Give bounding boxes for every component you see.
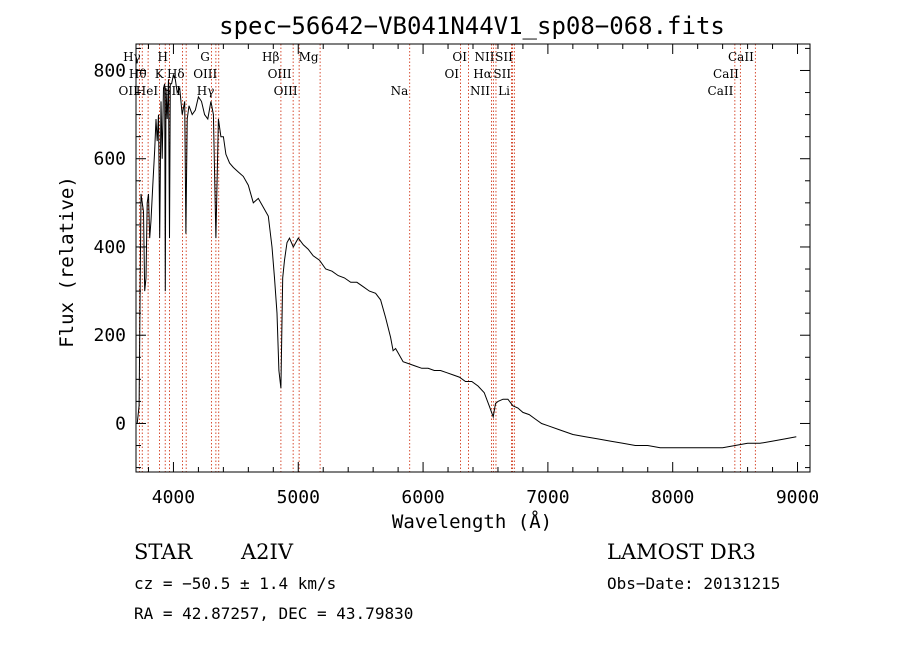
line-label-1: Hθ bbox=[129, 67, 147, 81]
observation-date: Obs−Date: 20131215 bbox=[607, 574, 780, 593]
y-tick-label-0: 0 bbox=[115, 413, 126, 434]
line-label-9: OIII bbox=[193, 67, 217, 81]
line-label-12: OIII bbox=[268, 67, 292, 81]
redshift-cz: cz = −50.5 ± 1.4 km/s bbox=[134, 574, 336, 593]
line-label-2: OII bbox=[119, 84, 139, 98]
line-label-3: H bbox=[157, 50, 167, 64]
line-label-19: Hα bbox=[473, 67, 492, 81]
line-label-21: SII bbox=[495, 50, 513, 64]
line-label-24: CaII bbox=[728, 50, 754, 64]
x-tick-labels: 4000 5000 6000 7000 8000 9000 bbox=[152, 487, 819, 508]
line-label-14: Mg bbox=[299, 50, 319, 64]
line-label-18: NII bbox=[474, 50, 494, 64]
object-subclass: A2IV bbox=[240, 540, 294, 564]
line-label-17: OI bbox=[444, 67, 459, 81]
line-label-10: Hγ bbox=[197, 84, 215, 98]
survey-name: LAMOST DR3 bbox=[607, 540, 756, 564]
x-tick-label-7000: 7000 bbox=[526, 487, 569, 508]
y-tick-label-800: 800 bbox=[93, 60, 126, 81]
y-tick-label-200: 200 bbox=[93, 325, 126, 346]
x-tick-label-9000: 9000 bbox=[776, 487, 819, 508]
line-label-11: Hβ bbox=[262, 50, 279, 64]
y-tick-label-600: 600 bbox=[93, 149, 126, 170]
spectral-line-markers bbox=[138, 44, 756, 472]
line-label-6: Hδ bbox=[167, 67, 185, 81]
y-tick-label-400: 400 bbox=[93, 237, 126, 258]
line-label-22: SII bbox=[493, 67, 511, 81]
x-tick-label-4000: 4000 bbox=[152, 487, 195, 508]
x-tick-label-6000: 6000 bbox=[401, 487, 444, 508]
axis-ticks bbox=[136, 44, 810, 472]
object-class: STAR bbox=[134, 540, 193, 564]
line-label-8: G bbox=[200, 50, 210, 64]
line-label-13: OIII bbox=[274, 84, 298, 98]
spectrum-line bbox=[136, 73, 797, 449]
spectral-line-labels: HγHθOIIHKHeIHδSIIGOIIIHγHβOIIIOIIIMgNaOI… bbox=[119, 50, 755, 98]
x-axis-label: Wavelength (Å) bbox=[392, 510, 552, 533]
y-tick-labels: 0 200 400 600 800 bbox=[93, 60, 126, 434]
line-label-16: OI bbox=[452, 50, 467, 64]
chart-title: spec−56642−VB041N44V1_sp08−068.fits bbox=[219, 12, 725, 40]
x-tick-label-8000: 8000 bbox=[651, 487, 694, 508]
coordinates: RA = 42.87257, DEC = 43.79830 bbox=[134, 604, 413, 623]
line-label-25: CaII bbox=[713, 67, 739, 81]
line-label-4: K bbox=[155, 67, 165, 81]
y-axis-label: Flux (relative) bbox=[56, 176, 78, 348]
line-label-26: CaII bbox=[708, 84, 734, 98]
line-label-23: Li bbox=[498, 84, 510, 98]
line-label-5: HeI bbox=[136, 84, 159, 98]
line-label-20: NII bbox=[470, 84, 490, 98]
x-tick-label-5000: 5000 bbox=[277, 487, 320, 508]
line-label-15: Na bbox=[391, 84, 409, 98]
